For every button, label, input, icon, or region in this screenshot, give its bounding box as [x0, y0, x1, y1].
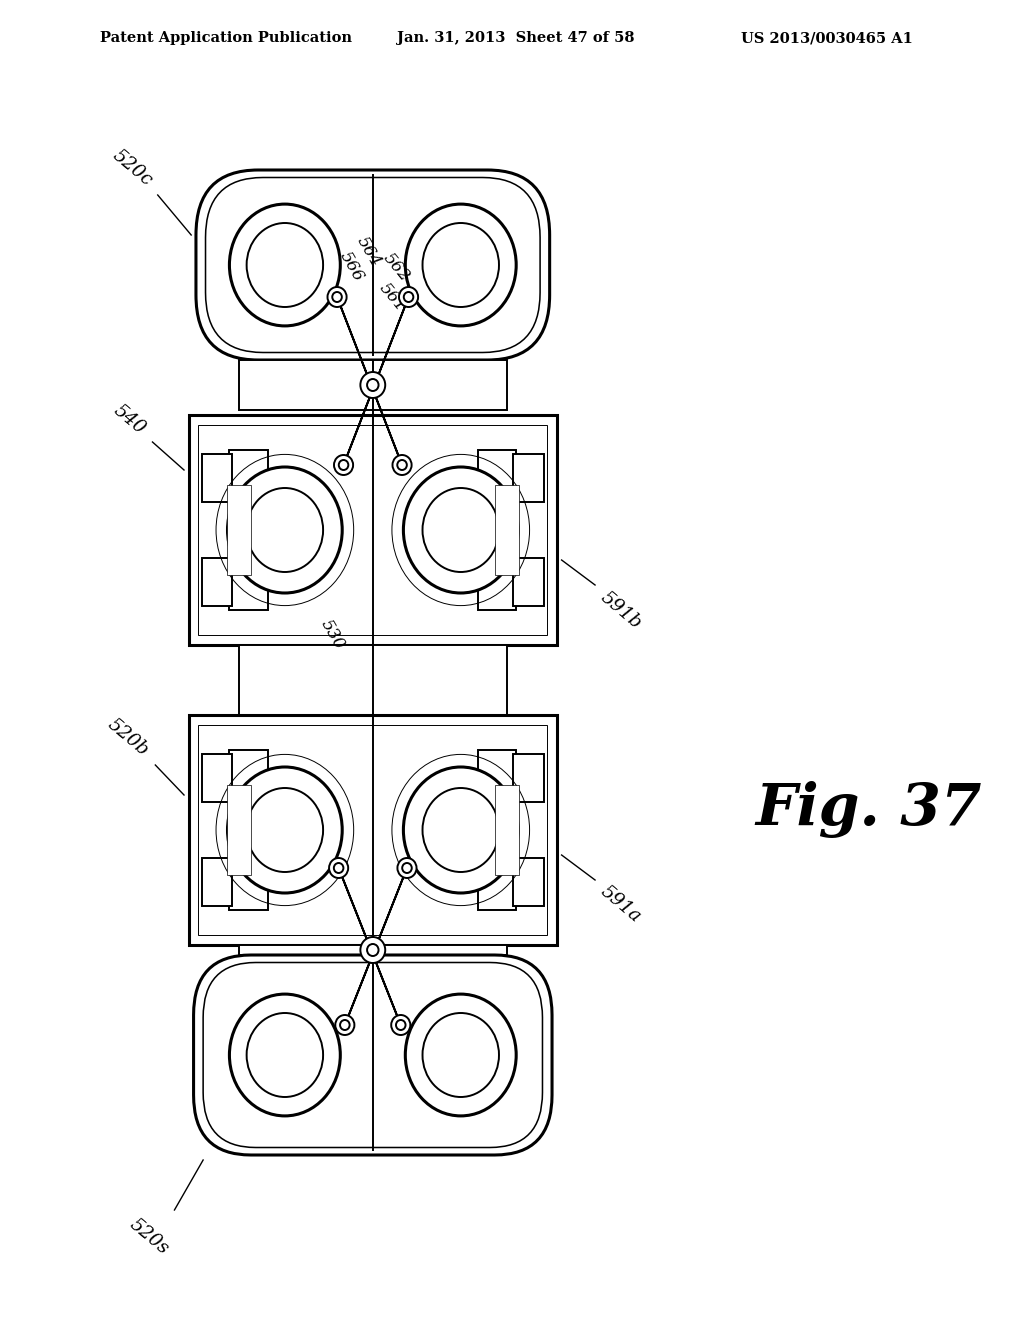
Bar: [513, 858, 544, 906]
Circle shape: [391, 1015, 411, 1035]
Ellipse shape: [423, 223, 499, 308]
Polygon shape: [331, 861, 409, 1032]
Ellipse shape: [227, 767, 342, 894]
Text: 540: 540: [110, 401, 148, 438]
Circle shape: [360, 372, 385, 399]
Text: 520b: 520b: [104, 715, 153, 760]
Circle shape: [403, 292, 414, 302]
Circle shape: [339, 459, 348, 470]
Circle shape: [367, 944, 379, 956]
Bar: [513, 558, 544, 606]
Ellipse shape: [247, 488, 324, 572]
Text: 591a: 591a: [597, 882, 644, 925]
Polygon shape: [330, 289, 410, 473]
Ellipse shape: [423, 488, 499, 572]
Bar: [202, 558, 232, 606]
Bar: [229, 450, 267, 610]
Bar: [188, 715, 557, 945]
Circle shape: [332, 292, 342, 302]
Bar: [202, 454, 232, 502]
Bar: [239, 945, 507, 954]
FancyBboxPatch shape: [194, 954, 552, 1155]
Ellipse shape: [423, 1012, 499, 1097]
Text: Patent Application Publication: Patent Application Publication: [100, 30, 352, 45]
Bar: [495, 484, 518, 576]
Bar: [202, 754, 232, 803]
Ellipse shape: [247, 223, 324, 308]
Circle shape: [367, 379, 379, 391]
Circle shape: [396, 1020, 406, 1030]
Text: 566: 566: [337, 249, 368, 285]
Ellipse shape: [247, 1012, 324, 1097]
Circle shape: [397, 459, 407, 470]
Text: 562: 562: [380, 249, 414, 285]
Bar: [239, 645, 507, 715]
Text: 520c: 520c: [109, 147, 156, 190]
Bar: [188, 414, 557, 645]
Bar: [199, 725, 547, 935]
Circle shape: [402, 863, 412, 873]
Text: 520s: 520s: [126, 1214, 172, 1258]
Text: 530: 530: [317, 616, 348, 652]
Ellipse shape: [229, 994, 340, 1115]
Ellipse shape: [406, 994, 516, 1115]
Circle shape: [360, 937, 385, 964]
Ellipse shape: [229, 205, 340, 326]
Circle shape: [399, 286, 418, 308]
Polygon shape: [341, 289, 412, 473]
Ellipse shape: [423, 788, 499, 873]
Bar: [229, 750, 267, 909]
Text: US 2013/0030465 A1: US 2013/0030465 A1: [740, 30, 912, 45]
Ellipse shape: [406, 205, 516, 326]
Circle shape: [334, 455, 353, 475]
Circle shape: [329, 858, 348, 878]
FancyBboxPatch shape: [196, 170, 550, 360]
Bar: [495, 785, 518, 875]
Bar: [478, 750, 516, 909]
Bar: [239, 360, 507, 411]
Bar: [478, 450, 516, 610]
Text: Fig. 37: Fig. 37: [755, 781, 982, 838]
Ellipse shape: [403, 467, 518, 593]
Circle shape: [328, 286, 346, 308]
Circle shape: [340, 1020, 349, 1030]
Circle shape: [397, 858, 417, 878]
Bar: [513, 754, 544, 803]
Circle shape: [335, 1015, 354, 1035]
Ellipse shape: [247, 788, 324, 873]
Text: Jan. 31, 2013  Sheet 47 of 58: Jan. 31, 2013 Sheet 47 of 58: [396, 30, 634, 45]
Bar: [513, 454, 544, 502]
Text: 564: 564: [352, 234, 383, 271]
Bar: [227, 785, 251, 875]
Bar: [199, 425, 547, 635]
Text: 561: 561: [375, 280, 409, 315]
Text: 591b: 591b: [597, 587, 645, 632]
Bar: [227, 484, 251, 576]
Polygon shape: [342, 861, 410, 1034]
Bar: [202, 858, 232, 906]
Circle shape: [334, 863, 343, 873]
Ellipse shape: [227, 467, 342, 593]
Ellipse shape: [403, 767, 518, 894]
Circle shape: [392, 455, 412, 475]
